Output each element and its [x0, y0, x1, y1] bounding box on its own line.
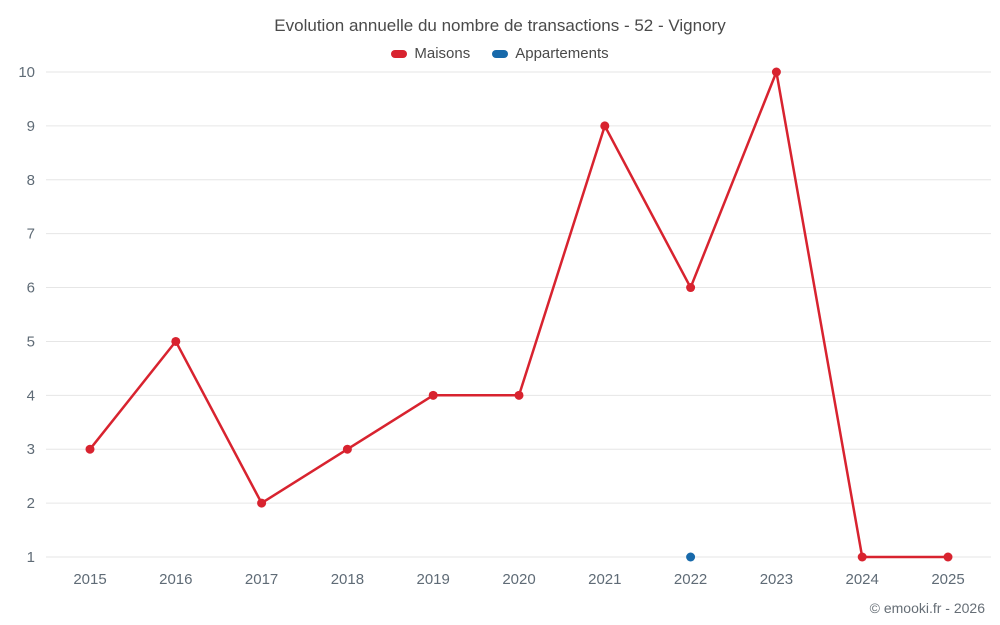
chart-legend: Maisons Appartements — [0, 45, 1000, 62]
chart-title: Evolution annuelle du nombre de transact… — [274, 16, 726, 35]
y-axis-tick-label: 5 — [27, 333, 35, 350]
legend-label: Appartements — [515, 45, 609, 62]
x-axis-tick-label: 2016 — [159, 571, 192, 588]
x-axis-tick-label: 2015 — [73, 571, 106, 588]
y-axis-tick-label: 6 — [27, 280, 35, 297]
data-point-maisons[interactable] — [943, 552, 953, 562]
y-axis-tick-label: 8 — [27, 172, 35, 189]
x-axis-tick-label: 2024 — [846, 571, 879, 588]
legend-item-maisons[interactable]: Maisons — [391, 45, 470, 62]
y-axis-tick-label: 10 — [18, 64, 35, 81]
y-axis-tick-label: 4 — [27, 387, 35, 404]
data-point-appartements[interactable] — [686, 552, 696, 562]
x-axis-tick-label: 2023 — [760, 571, 793, 588]
x-axis-tick-label: 2025 — [931, 571, 964, 588]
legend-swatch — [492, 49, 509, 58]
data-point-maisons[interactable] — [600, 121, 610, 131]
y-axis-tick-label: 7 — [27, 226, 35, 243]
footer-credit: © emooki.fr - 2026 — [869, 600, 985, 616]
x-axis-tick-label: 2020 — [502, 571, 535, 588]
y-axis-tick-label: 2 — [27, 495, 35, 512]
y-axis-tick-label: 1 — [27, 549, 35, 566]
y-axis-tick-label: 3 — [27, 441, 35, 458]
x-axis-tick-label: 2021 — [588, 571, 621, 588]
data-point-maisons[interactable] — [342, 444, 352, 454]
data-point-maisons[interactable] — [85, 444, 95, 454]
legend-label: Maisons — [414, 45, 471, 62]
data-point-maisons[interactable] — [686, 283, 696, 293]
data-point-maisons[interactable] — [171, 336, 181, 346]
x-axis-tick-label: 2017 — [245, 571, 278, 588]
data-point-maisons[interactable] — [514, 390, 524, 400]
x-axis-tick-label: 2019 — [417, 571, 450, 588]
data-point-maisons[interactable] — [257, 498, 267, 508]
series-line-maisons[interactable] — [88, 70, 950, 559]
x-axis-tick-label: 2022 — [674, 571, 707, 588]
data-point-maisons[interactable] — [857, 552, 867, 562]
x-axis-tick-label: 2018 — [331, 571, 364, 588]
data-point-maisons[interactable] — [428, 390, 438, 400]
data-point-maisons[interactable] — [771, 67, 781, 77]
legend-swatch — [391, 49, 408, 58]
y-axis-tick-label: 9 — [27, 118, 35, 135]
legend-item-appartements[interactable]: Appartements — [492, 45, 609, 62]
